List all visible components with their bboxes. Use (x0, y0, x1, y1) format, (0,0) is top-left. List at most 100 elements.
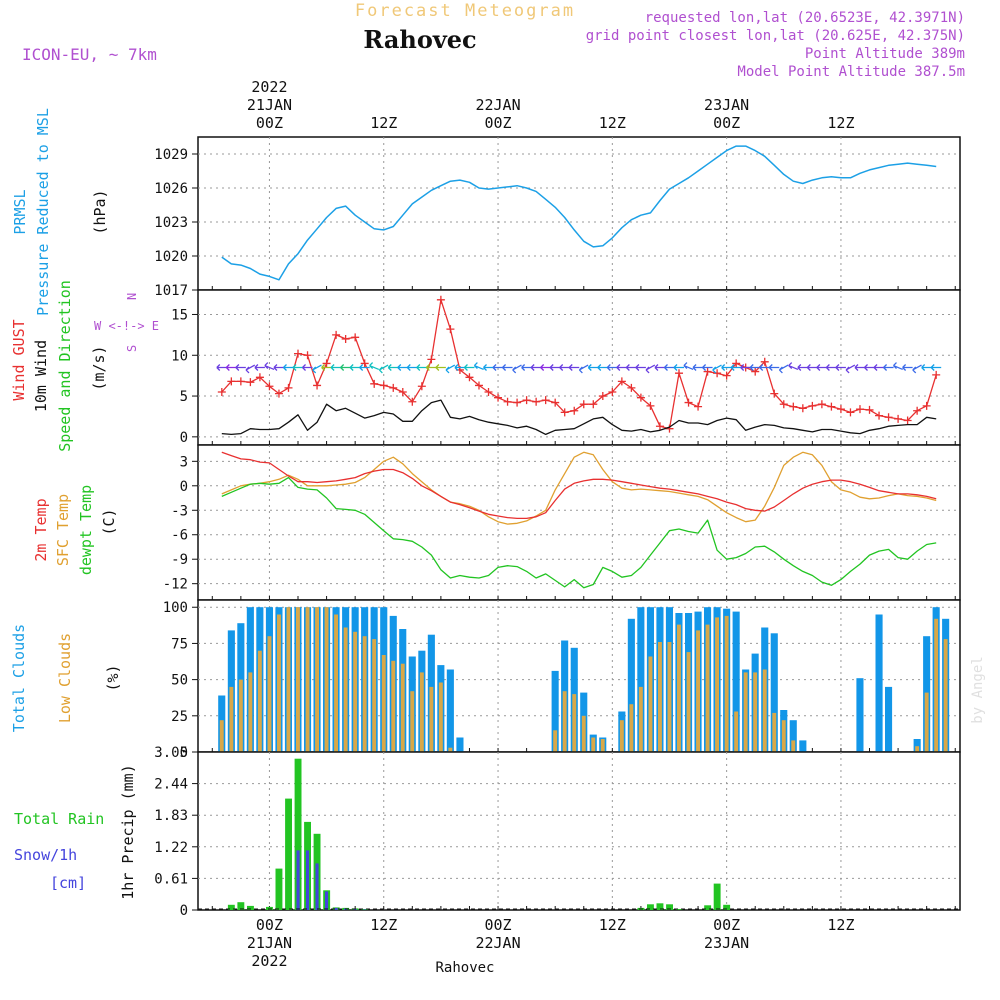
rain-bar (275, 868, 283, 910)
wind-arrow (883, 364, 894, 371)
gust-point (294, 349, 303, 358)
gust-point (379, 381, 388, 390)
wind-arrow (321, 364, 332, 371)
wind-arrow (578, 364, 589, 374)
total-cloud-bar (446, 669, 454, 752)
gust-point (646, 401, 655, 410)
wind-arrow (597, 364, 608, 371)
temp2m-label: 2m Temp (32, 498, 50, 561)
rain-bar (294, 758, 302, 910)
prmsl-label: PRMSL (11, 189, 29, 234)
model-altitude: Model Point Altitude 387.5m (737, 64, 965, 80)
wind-arrow (254, 364, 265, 371)
gust-point (494, 393, 503, 402)
total-cloud-bar (551, 670, 559, 752)
rain-bar (656, 903, 664, 910)
gust-point (808, 401, 817, 410)
gust-point (446, 325, 455, 334)
gust-point (465, 373, 474, 382)
wind-arrow (416, 364, 427, 371)
wind-arrow (921, 364, 932, 371)
wind-arrow (425, 364, 437, 371)
time-label: 12Z (370, 916, 397, 934)
rain-bar (704, 905, 712, 910)
time-label: 22JAN (475, 934, 520, 952)
temp-ytick-label: -12 (163, 577, 188, 593)
wind-arrow (635, 364, 646, 371)
wind-arrow (521, 364, 532, 371)
gust-point (255, 373, 264, 382)
gust-point (370, 379, 379, 388)
rain-bar (723, 904, 731, 910)
time-label: 00Z (484, 916, 511, 934)
time-label: 23JAN (704, 96, 749, 114)
gust-point (303, 351, 312, 360)
low-cloud-bar (686, 652, 691, 752)
wind-arrow (749, 364, 761, 371)
wind-arrow (730, 364, 742, 371)
wind-arrow (549, 364, 561, 371)
clouds-ytick-label: 50 (171, 673, 188, 689)
gust-point (389, 383, 398, 392)
wind-arrow (349, 364, 361, 371)
rain-bar (666, 904, 673, 910)
time-label: 21JAN (247, 96, 292, 114)
low-cloud-bar (362, 636, 367, 752)
wind-arrow (292, 364, 304, 371)
time-label: 2022 (251, 78, 287, 96)
gust-point (751, 367, 760, 376)
dewpt-label: dewpt Temp (77, 485, 95, 575)
pressure-line (221, 145, 937, 281)
low-cloud-bar (219, 720, 224, 752)
gust-point (246, 378, 255, 387)
clouds-panel: 0 25 50 75 100 (163, 599, 961, 761)
gridpoint-coords: grid point closest lon,lat (20.625E, 42.… (586, 28, 965, 44)
wind-arrow (454, 364, 465, 371)
gust-point (732, 359, 741, 368)
wind-arrow (464, 364, 475, 371)
low-cloud-bar (943, 639, 948, 752)
wind-arrow (645, 364, 656, 374)
total-cloud-bar (885, 686, 893, 752)
gust-point (817, 400, 826, 409)
wind-arrow (768, 364, 780, 371)
wind-arrow (912, 364, 922, 374)
wind-arrow (692, 364, 704, 371)
wind-arrow (330, 364, 342, 371)
wind-arrow (654, 364, 665, 371)
gust-point (894, 414, 903, 423)
wind-arrow (512, 364, 522, 374)
wind-arrow (854, 364, 865, 371)
time-label: 2022 (251, 952, 287, 970)
gust-point (684, 398, 693, 407)
wind-arrow (530, 364, 542, 371)
wind-arrow (702, 364, 713, 371)
wind-arrow (559, 364, 570, 371)
snow-bar (315, 863, 319, 910)
gust-point (265, 382, 274, 391)
gust-point (608, 387, 617, 396)
low-cloud-bar (581, 715, 586, 752)
time-label: 00Z (256, 114, 283, 132)
low-cloud-bar (934, 618, 939, 752)
total-cloud-bar (627, 618, 635, 752)
wind-arrow (797, 364, 808, 371)
wind-arrow (721, 364, 732, 371)
low-cloud-bar (619, 720, 624, 752)
wind-arrow (712, 364, 722, 374)
time-label: 12Z (827, 114, 854, 132)
wind-arrow (387, 364, 399, 371)
time-label: 12Z (599, 114, 626, 132)
snow-bar (325, 891, 329, 910)
gust-point (789, 402, 798, 411)
clouds-ytick-label: 100 (163, 600, 188, 616)
gust-point (551, 398, 560, 407)
low-cloud-bar (753, 672, 758, 752)
gust-point (617, 377, 626, 386)
rain-bar (237, 902, 245, 910)
gust-point (332, 330, 341, 339)
precip-ytick-label: 1.83 (154, 808, 188, 824)
gust-point (884, 413, 893, 422)
wind-10m-label: 10m Wind (32, 340, 50, 412)
wind-arrow (835, 364, 846, 371)
